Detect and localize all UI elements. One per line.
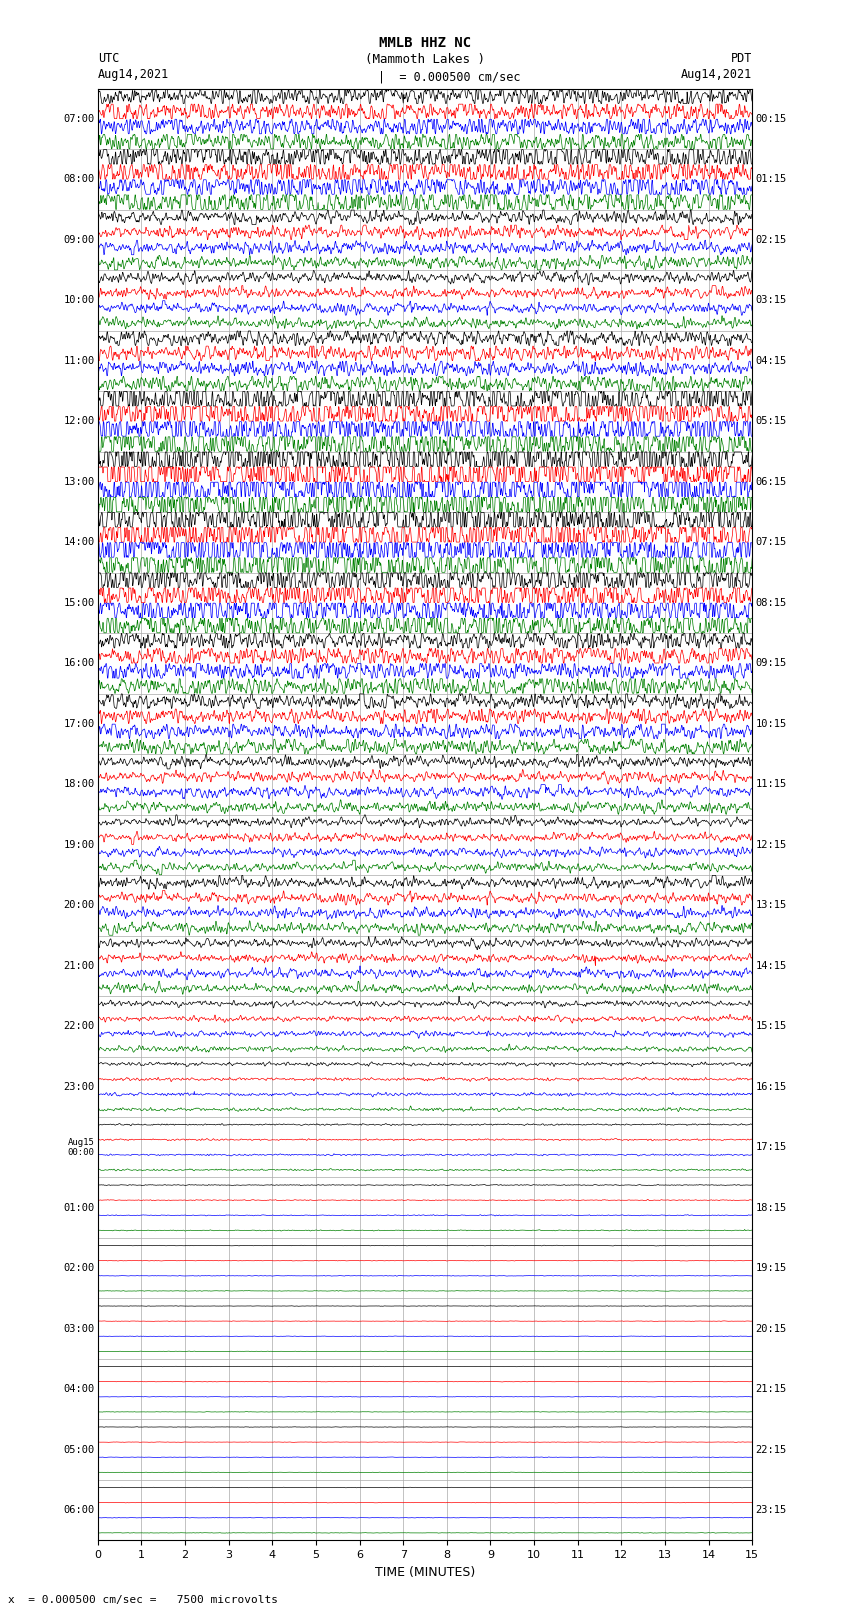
Text: 10:00: 10:00 (63, 295, 94, 305)
Text: 12:00: 12:00 (63, 416, 94, 426)
Text: 20:00: 20:00 (63, 900, 94, 910)
Text: 10:15: 10:15 (756, 719, 787, 729)
Text: x  = 0.000500 cm/sec =   7500 microvolts: x = 0.000500 cm/sec = 7500 microvolts (8, 1595, 279, 1605)
Text: (Mammoth Lakes ): (Mammoth Lakes ) (365, 53, 485, 66)
Text: 03:00: 03:00 (63, 1324, 94, 1334)
Text: 11:00: 11:00 (63, 356, 94, 366)
Text: 16:15: 16:15 (756, 1082, 787, 1092)
Text: 01:00: 01:00 (63, 1203, 94, 1213)
Text: Aug14,2021: Aug14,2021 (681, 68, 752, 81)
Text: 11:15: 11:15 (756, 779, 787, 789)
Text: 23:00: 23:00 (63, 1082, 94, 1092)
Text: 21:15: 21:15 (756, 1384, 787, 1394)
Text: 00:15: 00:15 (756, 115, 787, 124)
Text: 04:15: 04:15 (756, 356, 787, 366)
Text: MMLB HHZ NC: MMLB HHZ NC (379, 35, 471, 50)
Text: 19:15: 19:15 (756, 1263, 787, 1273)
Text: 07:15: 07:15 (756, 537, 787, 547)
Text: 15:00: 15:00 (63, 598, 94, 608)
Text: 14:15: 14:15 (756, 961, 787, 971)
Text: 06:00: 06:00 (63, 1505, 94, 1515)
Text: 13:15: 13:15 (756, 900, 787, 910)
Text: 17:15: 17:15 (756, 1142, 787, 1152)
Text: Aug15
00:00: Aug15 00:00 (68, 1137, 94, 1157)
Text: 13:00: 13:00 (63, 477, 94, 487)
Text: PDT: PDT (731, 52, 752, 65)
Text: 12:15: 12:15 (756, 840, 787, 850)
Text: 14:00: 14:00 (63, 537, 94, 547)
Text: 08:00: 08:00 (63, 174, 94, 184)
Text: UTC: UTC (98, 52, 119, 65)
Text: 09:15: 09:15 (756, 658, 787, 668)
Text: 20:15: 20:15 (756, 1324, 787, 1334)
Text: 02:00: 02:00 (63, 1263, 94, 1273)
Text: 19:00: 19:00 (63, 840, 94, 850)
Text: 05:15: 05:15 (756, 416, 787, 426)
Text: |  = 0.000500 cm/sec: | = 0.000500 cm/sec (378, 71, 521, 84)
Text: 08:15: 08:15 (756, 598, 787, 608)
Text: 07:00: 07:00 (63, 115, 94, 124)
Text: 01:15: 01:15 (756, 174, 787, 184)
Text: 23:15: 23:15 (756, 1505, 787, 1515)
Text: 18:00: 18:00 (63, 779, 94, 789)
Text: Aug14,2021: Aug14,2021 (98, 68, 169, 81)
Text: 06:15: 06:15 (756, 477, 787, 487)
Text: 18:15: 18:15 (756, 1203, 787, 1213)
Text: 22:00: 22:00 (63, 1021, 94, 1031)
Text: 21:00: 21:00 (63, 961, 94, 971)
Text: 16:00: 16:00 (63, 658, 94, 668)
Text: 03:15: 03:15 (756, 295, 787, 305)
Text: 09:00: 09:00 (63, 235, 94, 245)
Text: 02:15: 02:15 (756, 235, 787, 245)
Text: 04:00: 04:00 (63, 1384, 94, 1394)
Text: 22:15: 22:15 (756, 1445, 787, 1455)
Text: 05:00: 05:00 (63, 1445, 94, 1455)
Text: 17:00: 17:00 (63, 719, 94, 729)
X-axis label: TIME (MINUTES): TIME (MINUTES) (375, 1566, 475, 1579)
Text: 15:15: 15:15 (756, 1021, 787, 1031)
